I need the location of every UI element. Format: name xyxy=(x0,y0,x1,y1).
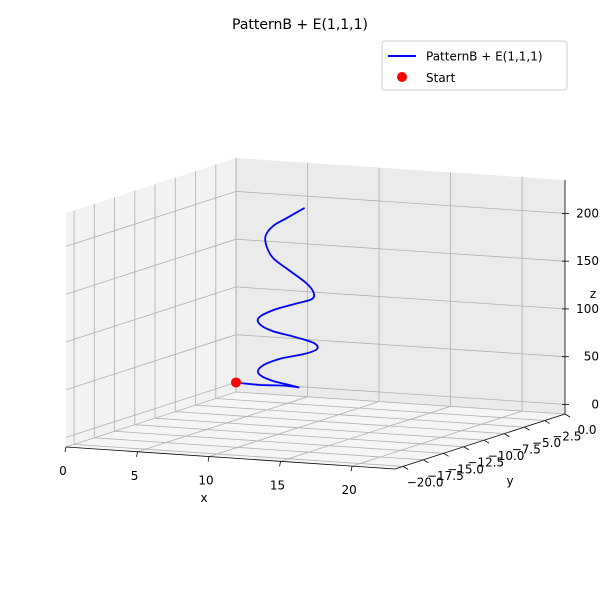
x-tick-label: 15 xyxy=(270,478,285,492)
grid-line-y xyxy=(93,203,424,461)
legend-label-series: PatternB + E(1,1,1) xyxy=(426,50,543,64)
z-tick-label: 100 xyxy=(576,302,599,316)
y-tick-label: −12.5 xyxy=(467,456,504,470)
y-tick-labels: 0.0−2.5−5.0−7.5−10.0−12.5−15.0−17.5−20.0 xyxy=(407,423,597,489)
grid-line-z xyxy=(65,334,566,391)
grid-line-y xyxy=(235,158,566,415)
y-tick xyxy=(564,413,571,418)
series-line xyxy=(235,207,319,389)
start-marker xyxy=(231,377,241,388)
x-tick-label: 5 xyxy=(131,469,139,483)
grid-line-y xyxy=(114,197,444,454)
back-pane xyxy=(236,158,565,414)
x-tick xyxy=(64,446,67,453)
grid-line-y xyxy=(154,184,485,441)
left-pane xyxy=(66,158,236,447)
y-tick xyxy=(544,420,550,424)
z-axis-label: z xyxy=(590,287,596,301)
y-tick-label: −5.0 xyxy=(532,436,561,450)
y-tick xyxy=(504,433,510,437)
legend-frame xyxy=(381,40,568,91)
z-tick-label: 0 xyxy=(591,397,599,411)
x-tick-label: 0 xyxy=(59,464,67,478)
z-tick-label: 150 xyxy=(576,254,599,268)
grid-line-y xyxy=(195,171,525,428)
y-tick xyxy=(423,459,429,464)
grid-line-y xyxy=(215,164,545,421)
grid-line-y xyxy=(174,177,505,434)
legend-marker-swatch xyxy=(397,72,407,82)
x-tick xyxy=(207,456,210,462)
z-tick-label: 200 xyxy=(576,206,599,220)
y-tick-label: −15.0 xyxy=(447,462,484,476)
y-tick-label: −7.5 xyxy=(512,443,541,457)
grid-line-y xyxy=(73,210,404,467)
z-tick-label: 50 xyxy=(584,350,599,364)
x-tick-labels: 0 5 10 15 20 xyxy=(59,464,357,497)
y-tick xyxy=(402,466,409,470)
grid-line-z xyxy=(65,286,566,343)
y-tick-label: −20.0 xyxy=(407,475,444,489)
grid-line-z xyxy=(65,190,566,247)
grid-line-z xyxy=(65,238,566,295)
grid-lines xyxy=(65,158,566,467)
axis-panes xyxy=(66,158,565,469)
y-axis-label: y xyxy=(506,474,513,488)
y-tick-label: −17.5 xyxy=(427,469,464,483)
y-tick xyxy=(443,452,449,457)
y-tick-label: −10.0 xyxy=(488,449,525,463)
floor-pane xyxy=(66,392,565,469)
y-tick-label: −2.5 xyxy=(552,430,581,444)
chart-title: PatternB + E(1,1,1) xyxy=(232,17,368,33)
grid-line-y xyxy=(134,190,464,448)
y-tick xyxy=(483,439,490,444)
x-axis-line xyxy=(65,446,396,470)
x-tick xyxy=(279,461,281,467)
y-tick-label: 0.0 xyxy=(577,423,596,437)
x-axis-label: x xyxy=(200,491,207,505)
x-tick xyxy=(350,466,353,472)
x-tick-label: 20 xyxy=(341,483,356,497)
z-tick-labels: 0 50 100 150 200 xyxy=(576,206,599,411)
x-tick-label: 10 xyxy=(198,474,213,488)
y-tick xyxy=(463,446,470,451)
legend-label-start: Start xyxy=(426,71,456,85)
axes xyxy=(64,180,571,472)
x-tick xyxy=(136,451,138,457)
y-tick xyxy=(524,426,530,431)
legend: PatternB + E(1,1,1) Start xyxy=(381,40,568,91)
